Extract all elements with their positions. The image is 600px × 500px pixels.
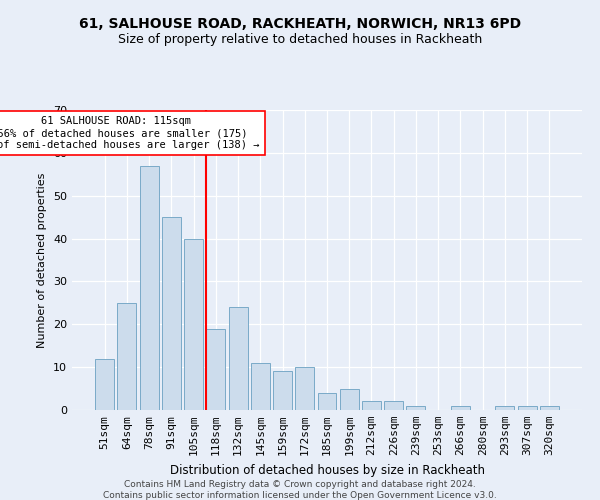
Bar (406, 406, 425, 410)
Bar (251, 363, 270, 410)
Bar (184, 238, 203, 410)
Bar (118, 303, 136, 410)
Bar (362, 402, 381, 410)
Bar (295, 367, 314, 410)
Bar (317, 393, 337, 410)
Bar (518, 406, 536, 410)
Text: 61 SALHOUSE ROAD: 115sqm
← 56% of detached houses are smaller (175)
44% of semi-: 61 SALHOUSE ROAD: 115sqm ← 56% of detach… (0, 116, 260, 150)
Bar (140, 166, 158, 410)
Bar (206, 328, 225, 410)
Text: Size of property relative to detached houses in Rackheath: Size of property relative to detached ho… (118, 32, 482, 46)
Bar (496, 406, 514, 410)
Text: Contains public sector information licensed under the Open Government Licence v3: Contains public sector information licen… (103, 491, 497, 500)
Bar (340, 388, 359, 410)
Text: 61, SALHOUSE ROAD, RACKHEATH, NORWICH, NR13 6PD: 61, SALHOUSE ROAD, RACKHEATH, NORWICH, N… (79, 18, 521, 32)
Text: Contains HM Land Registry data © Crown copyright and database right 2024.: Contains HM Land Registry data © Crown c… (124, 480, 476, 489)
Bar (451, 406, 470, 410)
Bar (162, 217, 181, 410)
Bar (540, 406, 559, 410)
Y-axis label: Number of detached properties: Number of detached properties (37, 172, 47, 348)
Bar (95, 358, 114, 410)
Bar (229, 307, 248, 410)
X-axis label: Distribution of detached houses by size in Rackheath: Distribution of detached houses by size … (170, 464, 485, 476)
Bar (384, 402, 403, 410)
Bar (273, 372, 292, 410)
